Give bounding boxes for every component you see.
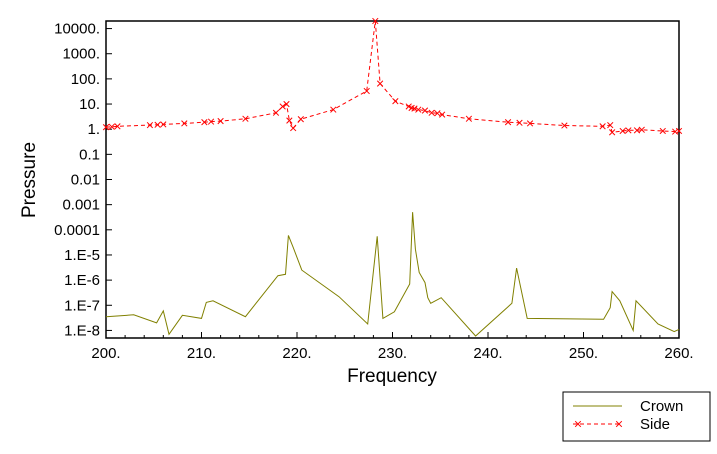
data-point	[181, 120, 188, 127]
plot-frame	[105, 20, 680, 339]
series-line-crown	[105, 212, 680, 337]
y-tick-label: 0.001	[62, 197, 100, 214]
data-point	[154, 121, 161, 128]
x-tick-label: 260.	[664, 345, 693, 362]
data-point	[659, 127, 666, 135]
data-point	[272, 109, 280, 116]
y-tick-label: 1.E-7	[64, 297, 100, 314]
data-point	[217, 117, 224, 125]
y-tick-label: 0.01	[71, 172, 100, 189]
data-point	[201, 119, 208, 126]
legend-label: Side	[640, 416, 670, 433]
legend-box	[562, 391, 711, 442]
y-axis-ticks: 1.E-8 1.E-7 1.E-6 1.E-5 0.0001 0.001 0.01 0.1 1.…	[54, 21, 112, 339]
y-tick-label: 1000.	[62, 46, 100, 63]
data-point	[330, 106, 337, 113]
y-tick-label: 10.	[79, 96, 100, 113]
data-point	[207, 118, 215, 125]
legend-marker	[615, 420, 623, 428]
y-axis-title: Pressure	[19, 142, 40, 218]
series-line-side	[105, 20, 680, 133]
x-tick-label: 250.	[569, 345, 598, 362]
data-point	[504, 119, 512, 126]
data-point	[279, 103, 286, 110]
x-tick-label: 240.	[473, 345, 502, 362]
data-point	[607, 121, 614, 129]
data-point	[290, 124, 297, 132]
y-tick-label: 1.E-6	[64, 272, 100, 289]
series-layer	[102, 17, 683, 337]
legend-marker	[574, 420, 582, 428]
data-point	[638, 126, 645, 133]
data-point	[363, 87, 370, 95]
data-point	[428, 109, 435, 116]
x-tick-label: 220.	[282, 345, 311, 362]
data-point	[599, 123, 606, 130]
data-point	[297, 116, 304, 123]
legend-item-side: Side	[573, 416, 670, 433]
data-point	[608, 129, 616, 136]
series-crown	[105, 212, 680, 337]
data-point	[434, 110, 441, 117]
data-point	[372, 17, 379, 25]
y-tick-label: 1.E-8	[64, 322, 100, 339]
data-point	[439, 111, 446, 118]
data-point	[411, 105, 418, 112]
data-point	[625, 127, 632, 134]
data-point	[465, 115, 473, 122]
data-point	[415, 106, 422, 113]
y-tick-label: 1.	[87, 121, 100, 138]
data-point	[160, 121, 167, 128]
x-tick-label: 210.	[187, 345, 216, 362]
y-tick-label: 1.E-5	[64, 247, 100, 264]
data-point	[283, 100, 290, 108]
legend-item-crown: Crown	[573, 398, 683, 415]
data-point	[392, 98, 399, 105]
legend-label: Crown	[640, 398, 683, 415]
series-side	[102, 17, 683, 136]
y-tick-label: 0.0001	[54, 222, 100, 239]
x-axis-title: Frequency	[347, 366, 437, 387]
data-point	[376, 80, 384, 87]
data-point	[516, 119, 523, 126]
data-point	[526, 120, 534, 127]
data-point	[286, 117, 293, 124]
y-tick-label: 0.1	[79, 146, 100, 163]
x-axis-ticks: 200. 210. 220. 230. 240. 250. 260.	[91, 332, 694, 362]
x-tick-label: 200.	[91, 345, 120, 362]
data-point	[421, 107, 429, 114]
data-point	[561, 122, 568, 129]
y-tick-label: 100.	[71, 71, 100, 88]
x-tick-label: 230.	[378, 345, 407, 362]
data-point	[242, 115, 249, 122]
data-point	[675, 127, 683, 135]
data-point	[146, 121, 154, 129]
data-point	[108, 123, 115, 130]
data-point	[102, 124, 110, 131]
data-point	[619, 127, 626, 135]
y-tick-label: 10000.	[54, 21, 100, 38]
data-point	[114, 123, 121, 130]
